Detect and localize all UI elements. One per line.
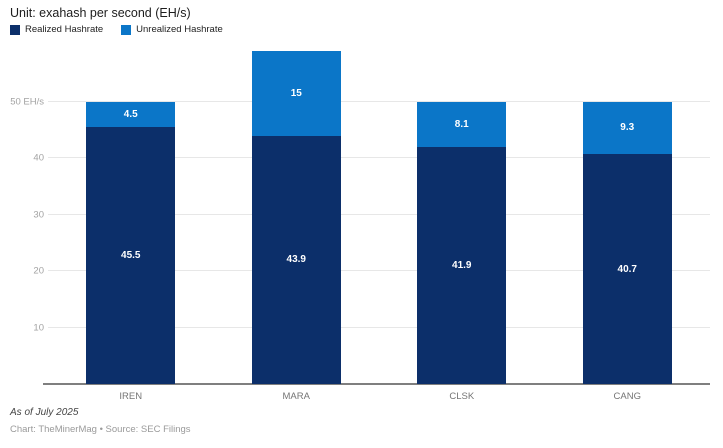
bar-segment-unrealized-cang: 9.3: [582, 101, 672, 155]
chart-title: Unit: exahash per second (EH/s): [10, 6, 191, 20]
bar-segment-realized-iren: 45.5: [86, 126, 176, 384]
y-tick-label: 40: [33, 152, 44, 164]
legend-item-realized: Realized Hashrate: [10, 24, 103, 35]
bar-segment-unrealized-clsk: 8.1: [417, 101, 507, 148]
y-tick-label: 30: [33, 209, 44, 220]
legend-label-unrealized: Unrealized Hashrate: [136, 24, 223, 35]
bar-value-label: 41.9: [452, 260, 472, 272]
gridline: [48, 213, 710, 215]
footer-credit: Chart: TheMinerMag • Source: SEC Filings: [10, 424, 191, 435]
bar-segment-unrealized-mara: 15: [251, 51, 341, 136]
gridline: [48, 157, 710, 158]
bar-value-label: 45.5: [121, 249, 141, 261]
gridline: [48, 326, 710, 328]
legend-label-realized: Realized Hashrate: [25, 24, 104, 35]
footer-as-of: As of July 2025: [10, 407, 79, 418]
legend: Realized Hashrate Unrealized Hashrate: [10, 24, 223, 35]
bar-value-label: 4.5: [123, 108, 138, 120]
legend-item-unrealized: Unrealized Hashrate: [121, 24, 223, 35]
gridline: [48, 270, 710, 271]
x-axis-label-mara: MARA: [282, 391, 310, 402]
x-axis-line: [43, 383, 710, 385]
gridline: [48, 100, 710, 102]
bar-value-label: 43.9: [286, 254, 306, 266]
y-tick-label: 50 EH/s: [10, 96, 44, 107]
y-tick-label: 10: [33, 322, 44, 333]
unrealized-swatch-icon: [121, 24, 132, 35]
bar-segment-unrealized-iren: 4.5: [86, 101, 176, 127]
bar-segment-realized-clsk: 41.9: [417, 147, 507, 384]
bar-value-label: 15: [290, 88, 302, 100]
plot-area: 10 20 30 40 50 EH/s 45.5 4.5 IREN 43.9 15 MARA 41.9…: [10, 45, 710, 402]
y-tick-label: 20: [33, 265, 44, 277]
realized-swatch-icon: [10, 24, 20, 35]
bar-segment-realized-mara: 43.9: [251, 135, 341, 384]
bar-value-label: 40.7: [617, 263, 637, 275]
bar-value-label: 8.1: [454, 118, 469, 130]
x-axis-label-iren: IREN: [119, 391, 143, 402]
x-axis-label-clsk: CLSK: [449, 391, 475, 402]
x-axis-label-cang: CANG: [613, 391, 641, 402]
bar-segment-realized-cang: 40.7: [582, 154, 672, 384]
bar-value-label: 9.3: [620, 122, 635, 134]
